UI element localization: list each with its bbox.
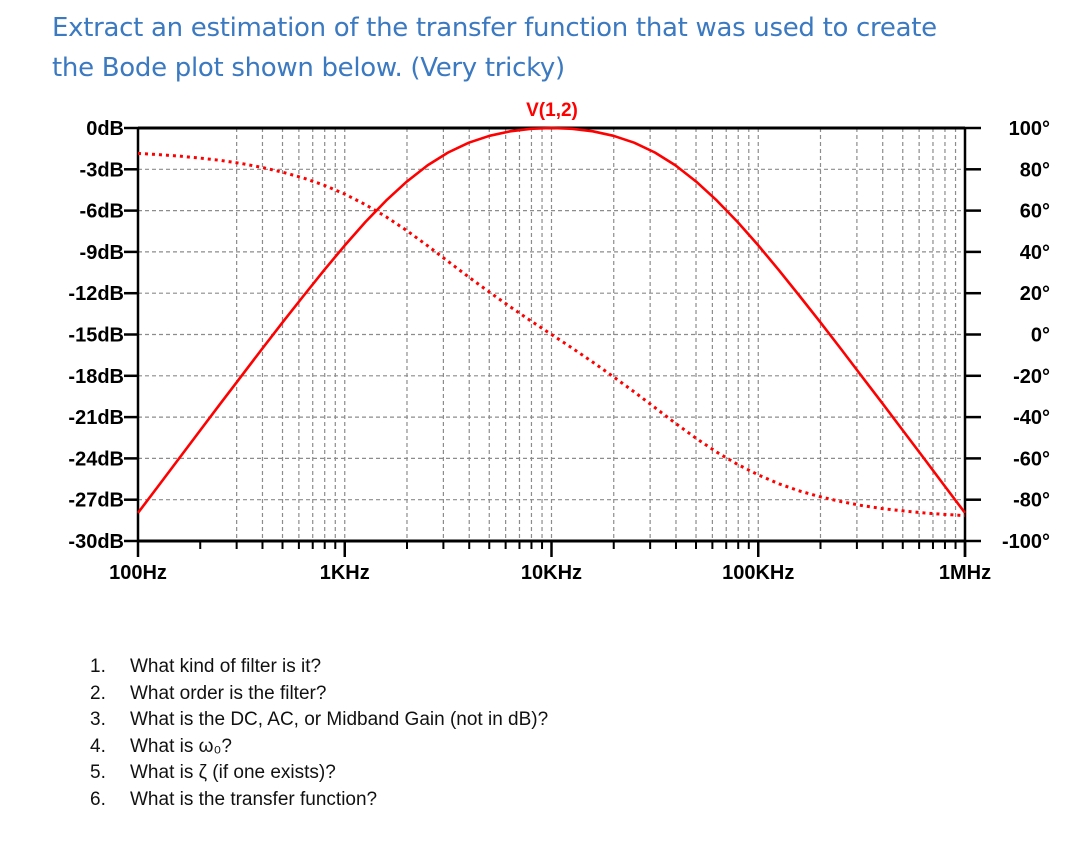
y-right-tick-label: 100° (1009, 118, 1050, 140)
y-right-tick-label: 20° (1020, 283, 1050, 305)
y-right-tick-label: -60° (1013, 448, 1050, 470)
question-number: 4. (90, 735, 106, 757)
x-tick-label: 100KHz (722, 562, 794, 584)
question-number: 2. (90, 682, 106, 704)
axis-labels: 100Hz 1KHz 10KHz 100KHz 1MHz 0dB -3dB -6dB -9dB -… (68, 100, 1050, 584)
y-right-tick-label: 0° (1031, 325, 1050, 347)
question-item: 2. What order is the filter? (90, 681, 548, 708)
y-right-tick-label: 40° (1020, 242, 1050, 264)
plot-frame (124, 126, 981, 557)
heading-line-1: Extract an estimation of the transfer fu… (52, 13, 937, 43)
question-text: What kind of filter is it? (130, 656, 322, 677)
question-text: What is the transfer function? (130, 788, 378, 810)
y-right-tick-label: 80° (1020, 159, 1050, 181)
bode-plot-svg: 100Hz 1KHz 10KHz 100KHz 1MHz 0dB -3dB -6dB -9dB -… (68, 100, 1050, 584)
y-left-tick-label: -24dB (68, 448, 124, 470)
question-item: 1. What kind of filter is it? (90, 654, 548, 681)
question-number: 5. (90, 762, 106, 783)
problem-heading: Extract an estimation of the transfer fu… (52, 8, 1052, 88)
question-text: What is the DC, AC, or Midband Gain (not… (130, 709, 549, 730)
question-number: 1. (90, 656, 106, 677)
y-right-tick-label: -80° (1013, 490, 1050, 512)
question-item: 5. What is ζ (if one exists)? (90, 760, 548, 787)
question-item: 6. What is the transfer function? (90, 787, 548, 814)
bode-plot: 100Hz 1KHz 10KHz 100KHz 1MHz 0dB -3dB -6dB -9dB -… (0, 96, 1080, 596)
heading-line-2: the Bode plot shown below. (Very tricky) (52, 53, 565, 83)
question-text: What is ζ (if one exists)? (130, 762, 336, 783)
y-right-tick-label: 60° (1020, 201, 1050, 223)
y-left-tick-label: 0dB (86, 118, 124, 140)
y-left-tick-label: -6dB (80, 201, 124, 223)
question-list: 1. What kind of filter is it? 2. What orde… (90, 654, 548, 813)
y-left-tick-label: -21dB (68, 407, 124, 429)
x-tick-label: 100Hz (109, 562, 167, 584)
x-tick-label: 1KHz (320, 562, 370, 584)
y-left-tick-label: -12dB (68, 283, 124, 305)
x-tick-label: 10KHz (521, 562, 582, 584)
y-right-tick-label: -40° (1013, 407, 1050, 429)
y-right-tick-label: -20° (1013, 366, 1050, 388)
question-text: What is ω₀? (130, 735, 232, 757)
question-text: What order is the filter? (130, 682, 327, 704)
question-number: 3. (90, 709, 106, 730)
question-item: 3. What is the DC, AC, or Midband Gain (n… (90, 707, 548, 734)
question-number: 6. (90, 788, 106, 810)
traces (136, 126, 967, 518)
y-right-tick-label: -100° (1002, 531, 1050, 553)
y-left-tick-label: -30dB (68, 531, 124, 553)
y-left-tick-label: -3dB (80, 159, 124, 181)
y-left-tick-label: -9dB (80, 242, 124, 264)
grid-lines (138, 128, 965, 541)
question-item: 4. What is ω₀? (90, 734, 548, 761)
y-left-tick-label: -27dB (68, 490, 124, 512)
y-left-tick-label: -15dB (68, 325, 124, 347)
y-left-tick-label: -18dB (68, 366, 124, 388)
trace-label-v12: V(1,2) (526, 100, 578, 121)
phase-trace (137, 151, 966, 518)
x-tick-label: 1MHz (939, 562, 991, 584)
magnitude-trace (136, 126, 967, 514)
